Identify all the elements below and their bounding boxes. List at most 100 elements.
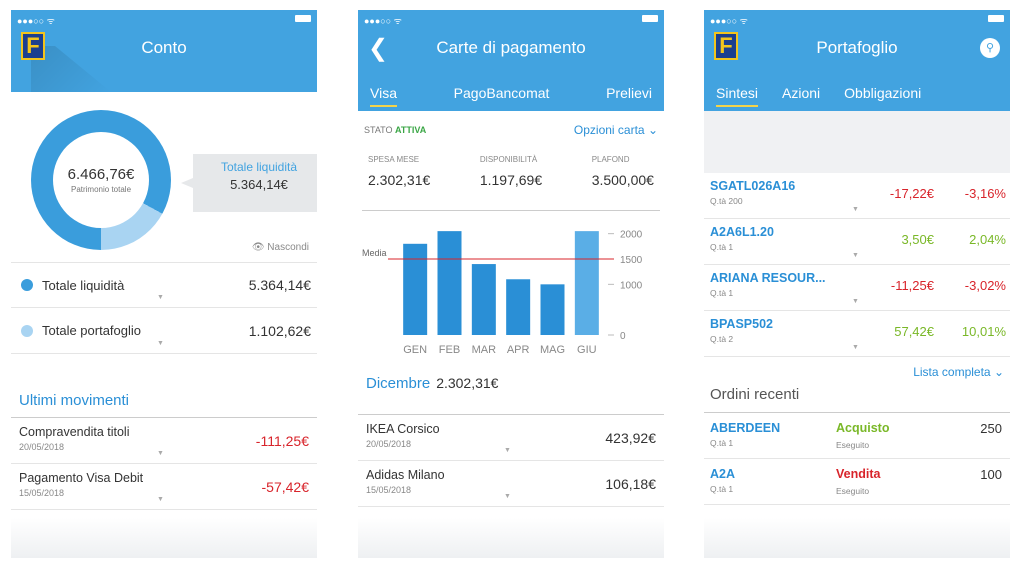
- chevron-down-icon[interactable]: ▼: [157, 340, 164, 347]
- transaction-row[interactable]: IKEA Corsico 20/05/2018 ▼ 423,92€: [358, 415, 664, 461]
- movement-date: 15/05/2018: [19, 488, 65, 498]
- order-status: Eseguito: [836, 440, 870, 450]
- position-qty: Q.tà 1: [710, 288, 734, 298]
- chevron-down-icon[interactable]: ▼: [504, 447, 511, 454]
- bar-giu[interactable]: [574, 231, 599, 335]
- movements-title: Ultimi movimenti: [11, 384, 317, 418]
- patrimonio-label: Patrimonio totale: [70, 185, 132, 194]
- stat-spesa: SPESA MESE 2.302,31€: [368, 149, 430, 210]
- month-name: Dicembre: [366, 375, 431, 392]
- movement-amount: -57,42€: [261, 479, 309, 495]
- movement-row[interactable]: Pagamento Visa Debit 15/05/2018 ▼ -57,42…: [11, 464, 317, 510]
- card-options-button[interactable]: Opzioni carta ⌄: [574, 123, 658, 137]
- position-qty: Q.tà 1: [710, 242, 734, 252]
- callout-label: Totale liquidità: [220, 160, 298, 174]
- position-name: A2A6L1.20: [710, 225, 774, 239]
- full-list-button[interactable]: Lista completa ⌄: [704, 357, 1010, 383]
- stat-label: PLAFOND: [591, 155, 630, 164]
- month-header: Dicembre 2.302,31€: [358, 375, 664, 415]
- order-name: A2A: [710, 467, 736, 481]
- chevron-down-icon[interactable]: ▼: [852, 298, 859, 305]
- row-value: 5.364,14€: [248, 277, 311, 293]
- month-total: 2.302,31€: [436, 375, 499, 391]
- header: ●●●○○ ᯤ ❮ Carte di pagamento Visa PagoBa…: [358, 10, 664, 111]
- stat-label: SPESA MESE: [368, 155, 420, 164]
- balance-donut-chart: 6.466,76€ Patrimonio totale: [31, 110, 171, 250]
- screen-conto: ●●●○○ ᯤ F Conto 6.466,76€ Patrimonio tot…: [11, 10, 317, 558]
- transaction-amount: 423,92€: [605, 430, 656, 446]
- header: ●●●○○ ᯤ F Conto: [11, 10, 317, 92]
- monthly-spending-chart: GEN FEB MAR APR MAG GIU 0 1000 1500 2000 Media: [358, 211, 664, 369]
- hide-label: Nascondi: [267, 242, 309, 253]
- tab-pagobancomat[interactable]: PagoBancomat: [453, 85, 550, 101]
- chevron-down-icon[interactable]: ▼: [157, 294, 164, 301]
- transaction-date: 15/05/2018: [366, 485, 412, 495]
- header: ●●●○○ ᯤ F Portafoglio ⚲ Sintesi Azioni O…: [704, 10, 1010, 111]
- card-status: STATO ATTIVA: [364, 125, 426, 135]
- hide-button[interactable]: 👁 Nascondi: [252, 242, 309, 253]
- liquidity-row[interactable]: Totale liquidità 5.364,14€ ▼: [11, 262, 317, 308]
- x-tick-label: FEB: [439, 344, 460, 356]
- app-logo[interactable]: F: [714, 32, 738, 60]
- tab-obbligazioni[interactable]: Obbligazioni: [844, 85, 922, 101]
- row-value: 1.102,62€: [248, 322, 311, 339]
- transaction-row[interactable]: Adidas Milano 15/05/2018 ▼ 106,18€: [358, 461, 664, 507]
- bar-feb[interactable]: [437, 231, 462, 335]
- app-logo[interactable]: F: [21, 32, 45, 60]
- screen-portafoglio: ●●●○○ ᯤ F Portafoglio ⚲ Sintesi Azioni O…: [704, 10, 1010, 558]
- chevron-down-icon[interactable]: ▼: [852, 344, 859, 351]
- transaction-amount: 106,18€: [605, 476, 656, 492]
- chevron-down-icon[interactable]: ▼: [504, 493, 511, 500]
- position-row[interactable]: SGATL026A16 Q.tà 200 ▼ -17,22€ -3,16%: [704, 173, 1010, 219]
- movement-row[interactable]: Compravendita titoli 20/05/2018 ▼ -111,2…: [11, 418, 317, 464]
- stat-value: 1.197,69€: [479, 172, 543, 188]
- status-value: ATTIVA: [395, 125, 427, 135]
- chevron-down-icon[interactable]: ▼: [852, 206, 859, 213]
- y-tick-label: 0: [620, 331, 626, 342]
- y-tick-label: 1000: [620, 280, 643, 291]
- tab-sintesi[interactable]: Sintesi: [704, 81, 770, 111]
- chevron-down-icon[interactable]: ▼: [157, 496, 164, 503]
- status-bar: ●●●○○ ᯤ: [704, 10, 1010, 26]
- card-status-row: STATO ATTIVA Opzioni carta ⌄: [358, 111, 664, 149]
- y-tick-label: 2000: [620, 230, 643, 241]
- order-row[interactable]: ABERDEEN Q.tà 1 Acquisto Eseguito 250: [704, 413, 1010, 459]
- position-name: ARIANA RESOUR...: [710, 271, 826, 285]
- tab-prelievi[interactable]: Prelievi: [606, 85, 652, 101]
- chevron-left-icon[interactable]: ❮: [368, 35, 389, 62]
- x-tick-label: GIU: [577, 344, 597, 356]
- chevron-down-icon[interactable]: ▼: [157, 450, 164, 457]
- position-row[interactable]: ARIANA RESOUR... Q.tà 1 ▼ -11,25€ -3,02%: [704, 265, 1010, 311]
- page-title: Carte di pagamento: [436, 38, 586, 57]
- bar-gen[interactable]: [403, 243, 428, 335]
- summary-placeholder: [704, 111, 1010, 173]
- order-status: Eseguito: [836, 486, 870, 496]
- callout-value: 5.364,14€: [230, 177, 288, 192]
- search-icon[interactable]: ⚲: [980, 38, 1000, 58]
- movement-date: 20/05/2018: [19, 442, 65, 452]
- tab-azioni[interactable]: Azioni: [782, 85, 821, 101]
- position-row[interactable]: BPASP502 Q.tà 2 ▼ 57,42€ 10,01%: [704, 311, 1010, 357]
- order-qty: Q.tà 1: [710, 484, 734, 494]
- chevron-down-icon[interactable]: ▼: [852, 252, 859, 259]
- order-qty: Q.tà 1: [710, 438, 734, 448]
- x-tick-label: MAG: [540, 344, 565, 356]
- portfolio-dot: [21, 324, 33, 337]
- status-bar: ●●●○○ ᯤ: [358, 10, 664, 26]
- status-bar: ●●●○○ ᯤ: [11, 10, 317, 26]
- order-row[interactable]: A2A Q.tà 1 Vendita Eseguito 100: [704, 459, 1010, 505]
- position-row[interactable]: A2A6L1.20 Q.tà 1 ▼ 3,50€ 2,04%: [704, 219, 1010, 265]
- portfolio-row[interactable]: Totale portafoglio 1.102,62€ ▼: [11, 308, 317, 354]
- bar-apr[interactable]: [506, 279, 531, 335]
- position-value: 57,42€: [894, 324, 934, 339]
- bar-mag[interactable]: [540, 284, 565, 335]
- position-qty: Q.tà 2: [710, 334, 734, 344]
- stat-plafond: PLAFOND 3.500,00€: [592, 149, 654, 210]
- order-type: Vendita: [836, 467, 881, 481]
- stat-label: DISPONIBILITÀ: [479, 155, 538, 164]
- tab-visa[interactable]: Visa: [358, 81, 409, 111]
- movement-amount: -111,25€: [255, 433, 309, 449]
- bar-mar[interactable]: [471, 264, 496, 335]
- spending-bar-chart: GEN FEB MAR APR MAG GIU 0 1000 1500 2000 Media: [362, 230, 643, 356]
- position-pct: 2,04%: [969, 232, 1006, 247]
